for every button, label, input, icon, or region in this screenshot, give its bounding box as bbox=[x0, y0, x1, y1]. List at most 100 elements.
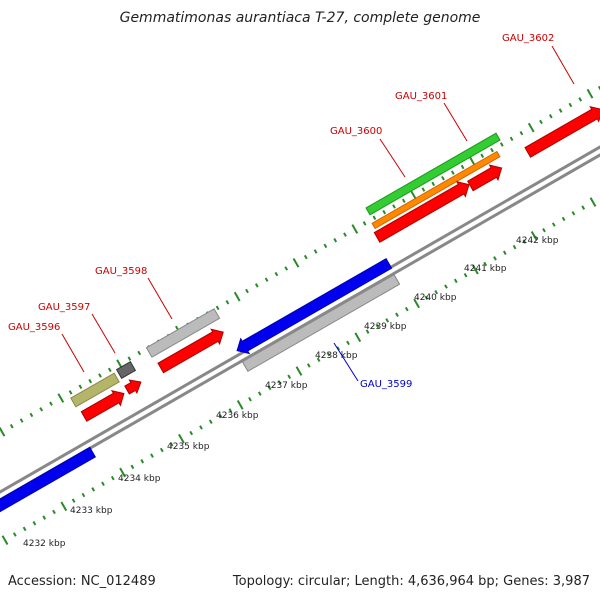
scale-label: 4239 kbp bbox=[364, 322, 407, 332]
tick-mark-upper bbox=[68, 390, 73, 395]
gene-arrow-forward bbox=[124, 379, 142, 395]
genome-summary-text: Topology: circular; Length: 4,636,964 bp… bbox=[232, 574, 590, 589]
gene-arrow-forward bbox=[373, 180, 470, 243]
gene-arrow-reverse bbox=[236, 258, 393, 355]
tick-mark-upper bbox=[382, 209, 387, 215]
tick-mark-upper bbox=[460, 164, 465, 170]
tick-mark-lower bbox=[483, 261, 488, 267]
gene-label-leader bbox=[333, 342, 359, 382]
tick-mark-lower bbox=[385, 318, 390, 323]
scale-label: 4242 kbp bbox=[516, 236, 559, 246]
tick-mark-upper bbox=[98, 373, 102, 378]
tick-mark-lower bbox=[463, 273, 468, 278]
scale-label: 4235 kbp bbox=[167, 442, 210, 452]
tick-mark-upper bbox=[137, 350, 142, 356]
tick-mark-upper bbox=[292, 257, 300, 268]
tick-mark-lower bbox=[346, 340, 350, 346]
tick-mark-lower bbox=[354, 332, 362, 343]
scale-label: 4237 kbp bbox=[265, 381, 308, 391]
tick-mark-lower bbox=[336, 346, 341, 351]
tick-mark-lower bbox=[434, 289, 439, 295]
tick-mark-lower bbox=[110, 475, 115, 481]
tick-mark-upper bbox=[333, 238, 338, 243]
tick-mark-lower bbox=[52, 509, 56, 515]
gene-arrow-reverse bbox=[0, 446, 96, 513]
tick-mark-lower bbox=[589, 197, 597, 207]
tick-mark-lower bbox=[530, 231, 538, 241]
tick-mark-lower bbox=[91, 487, 96, 492]
tick-mark-upper bbox=[127, 356, 132, 361]
tick-mark-upper bbox=[9, 423, 14, 429]
gene-feature-gray bbox=[241, 274, 401, 372]
gene-feature-olive bbox=[70, 372, 120, 408]
scale-label: 4236 kbp bbox=[216, 411, 259, 421]
gene-arrow-forward bbox=[157, 328, 224, 374]
tick-mark-lower bbox=[12, 532, 17, 537]
tick-mark-lower bbox=[140, 459, 145, 464]
tick-mark-upper bbox=[303, 254, 308, 260]
tick-mark-lower bbox=[365, 329, 370, 334]
tick-mark-upper bbox=[19, 418, 24, 423]
tick-mark-lower bbox=[581, 205, 586, 210]
tick-mark-lower bbox=[287, 374, 292, 379]
tick-mark-upper bbox=[343, 232, 347, 237]
gene-label-gau-3601: GAU_3601 bbox=[395, 91, 447, 102]
tick-mark-lower bbox=[413, 298, 420, 309]
tick-mark-lower bbox=[277, 380, 282, 385]
gene-label-leader bbox=[379, 138, 406, 178]
gene-feature-gray bbox=[145, 308, 221, 358]
gene-label-leader bbox=[551, 45, 575, 85]
tick-mark-lower bbox=[169, 442, 174, 447]
scale-label: 4241 kbp bbox=[464, 264, 507, 274]
tick-mark-lower bbox=[257, 391, 262, 396]
tick-mark-upper bbox=[527, 122, 535, 133]
tick-mark-upper bbox=[421, 187, 426, 192]
tick-mark-lower bbox=[375, 323, 380, 329]
gene-feature-orange bbox=[371, 150, 501, 230]
tick-mark-lower bbox=[316, 357, 321, 363]
accession-text: Accession: NC_012489 bbox=[8, 574, 156, 589]
tick-mark-lower bbox=[159, 447, 164, 453]
tick-mark-upper bbox=[372, 215, 377, 220]
scale-label: 4232 kbp bbox=[23, 539, 66, 549]
tick-mark-lower bbox=[551, 222, 556, 227]
gene-arrow-forward bbox=[80, 389, 125, 422]
scale-label: 4234 kbp bbox=[118, 474, 161, 484]
tick-mark-lower bbox=[150, 453, 154, 458]
tick-mark-lower bbox=[1, 535, 9, 545]
tick-mark-lower bbox=[248, 397, 252, 402]
tick-mark-lower bbox=[199, 425, 203, 430]
tick-mark-upper bbox=[57, 393, 65, 403]
tick-mark-upper bbox=[401, 198, 406, 204]
tick-mark-lower bbox=[404, 306, 409, 312]
map-title: Gemmatimonas aurantiaca T-27, complete g… bbox=[119, 10, 481, 26]
tick-mark-upper bbox=[450, 170, 455, 175]
tick-mark-lower bbox=[444, 284, 448, 289]
tick-mark-lower bbox=[32, 520, 37, 526]
tick-mark-lower bbox=[228, 408, 233, 413]
tick-mark-upper bbox=[215, 305, 220, 311]
tick-mark-upper bbox=[313, 249, 318, 254]
tick-mark-upper bbox=[558, 108, 563, 113]
tick-mark-upper bbox=[245, 288, 249, 294]
gene-label-gau-3596: GAU_3596 bbox=[8, 322, 60, 333]
tick-mark-lower bbox=[130, 464, 135, 470]
tick-mark-upper bbox=[362, 221, 367, 226]
tick-mark-upper bbox=[39, 407, 44, 412]
tick-mark-lower bbox=[208, 419, 213, 425]
tick-mark-lower bbox=[395, 312, 399, 317]
tick-mark-upper bbox=[233, 291, 241, 302]
tick-mark-upper bbox=[548, 114, 553, 119]
backbone-line-inner bbox=[0, 153, 600, 502]
tick-mark-upper bbox=[274, 271, 279, 277]
tick-mark-lower bbox=[512, 244, 517, 250]
tick-mark-upper bbox=[509, 136, 514, 142]
tick-mark-lower bbox=[571, 211, 576, 216]
tick-mark-lower bbox=[424, 295, 429, 301]
tick-mark-upper bbox=[254, 283, 259, 288]
tick-mark-lower bbox=[71, 498, 76, 503]
tick-mark-lower bbox=[81, 492, 86, 498]
tick-mark-lower bbox=[60, 501, 68, 512]
